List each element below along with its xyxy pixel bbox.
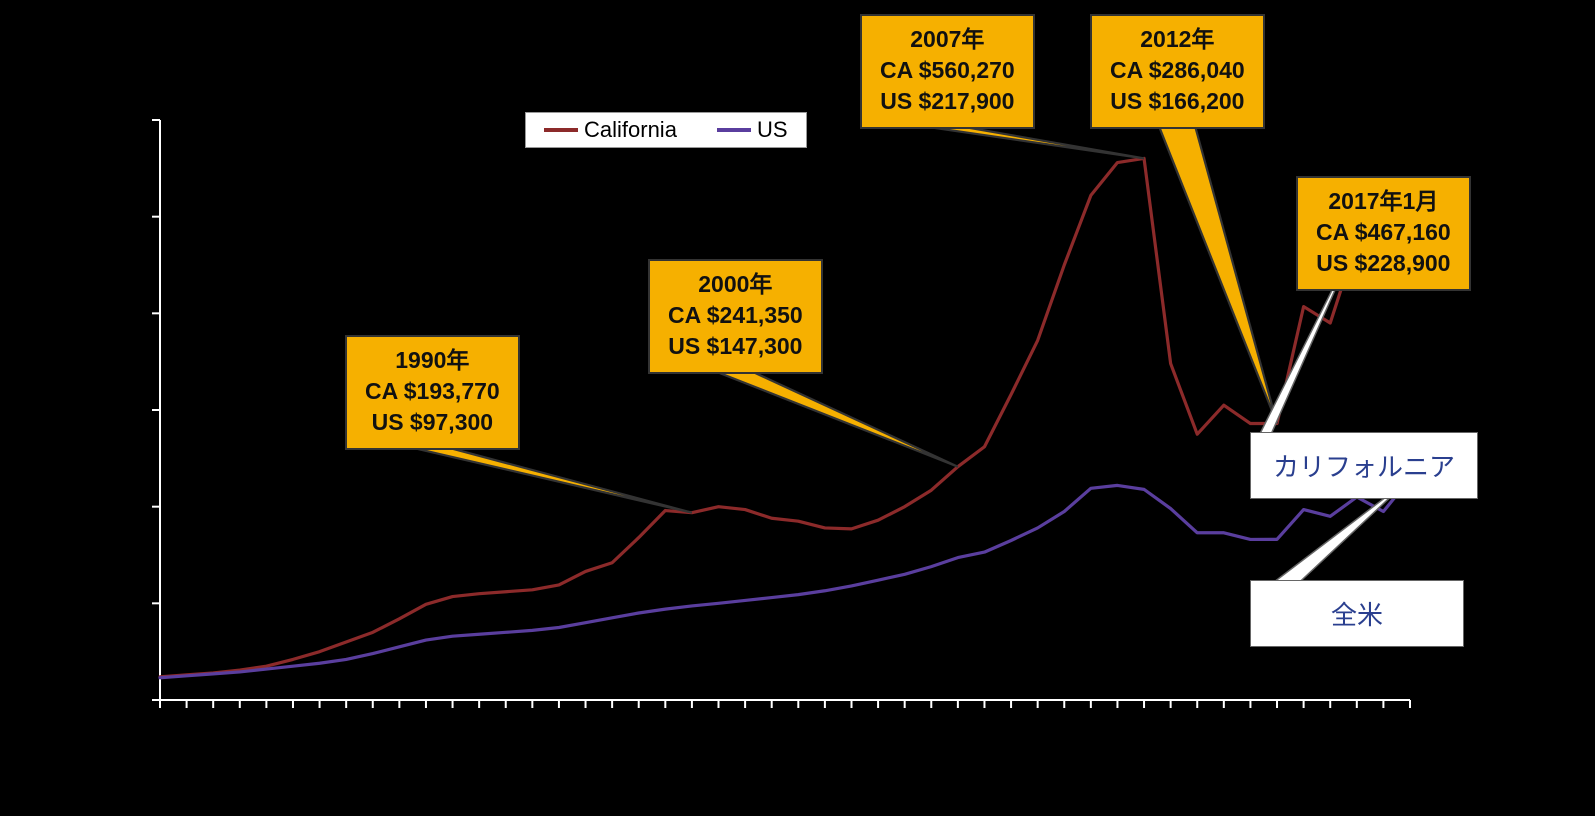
callout-line: CA $467,160 [1316, 217, 1451, 248]
legend-swatch-california [544, 128, 578, 132]
callout-line: 2007年 [880, 24, 1015, 55]
callout-line: CA $241,350 [668, 300, 803, 331]
legend-item-us: US [717, 117, 788, 143]
callout-c1990: 1990年CA $193,770US $97,300 [345, 335, 520, 450]
callout-c2012: 2012年CA $286,040US $166,200 [1090, 14, 1265, 129]
legend: California US [525, 112, 807, 148]
callout-line: 2017年1月 [1316, 186, 1451, 217]
callout-line: US $228,900 [1316, 248, 1451, 279]
callout-line: US $166,200 [1110, 86, 1245, 117]
callout-c2017: 2017年1月CA $467,160US $228,900 [1296, 176, 1471, 291]
callout-line: US $217,900 [880, 86, 1015, 117]
callout-c2000: 2000年CA $241,350US $147,300 [648, 259, 823, 374]
callout-line: 1990年 [365, 345, 500, 376]
callout-line: US $97,300 [365, 407, 500, 438]
callout-line: CA $286,040 [1110, 55, 1245, 86]
callout-line: 2000年 [668, 269, 803, 300]
chart-container: { "chart":{ "type":"line", "plot":{"x":1… [0, 0, 1595, 816]
legend-label-us: US [757, 117, 788, 143]
label-box-wl-ca: カリフォルニア [1250, 432, 1478, 499]
label-text: 全米 [1331, 600, 1383, 630]
legend-swatch-us [717, 128, 751, 132]
callout-line: CA $193,770 [365, 376, 500, 407]
callout-line: 2012年 [1110, 24, 1245, 55]
callout-line: CA $560,270 [880, 55, 1015, 86]
legend-item-california: California [544, 117, 677, 143]
label-box-wl-us: 全米 [1250, 580, 1464, 647]
callout-c2007: 2007年CA $560,270US $217,900 [860, 14, 1035, 129]
callout-line: US $147,300 [668, 331, 803, 362]
label-text: カリフォルニア [1273, 452, 1455, 482]
legend-label-california: California [584, 117, 677, 143]
